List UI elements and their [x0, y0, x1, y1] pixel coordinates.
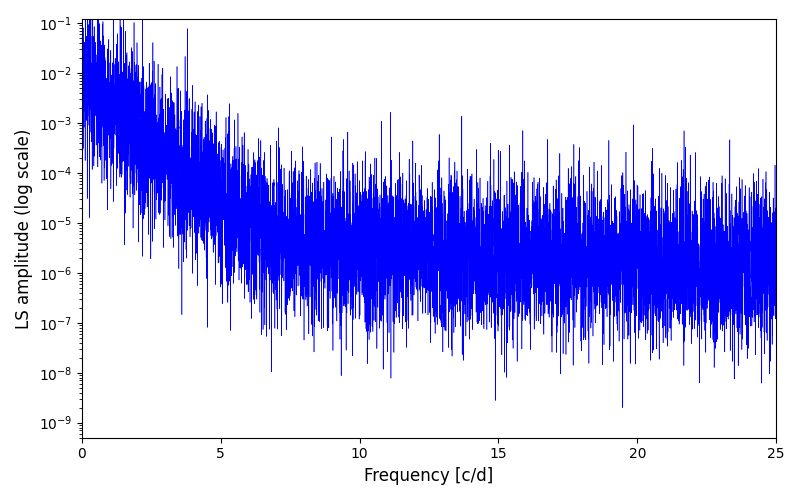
X-axis label: Frequency [c/d]: Frequency [c/d]: [364, 467, 494, 485]
Y-axis label: LS amplitude (log scale): LS amplitude (log scale): [15, 128, 33, 328]
